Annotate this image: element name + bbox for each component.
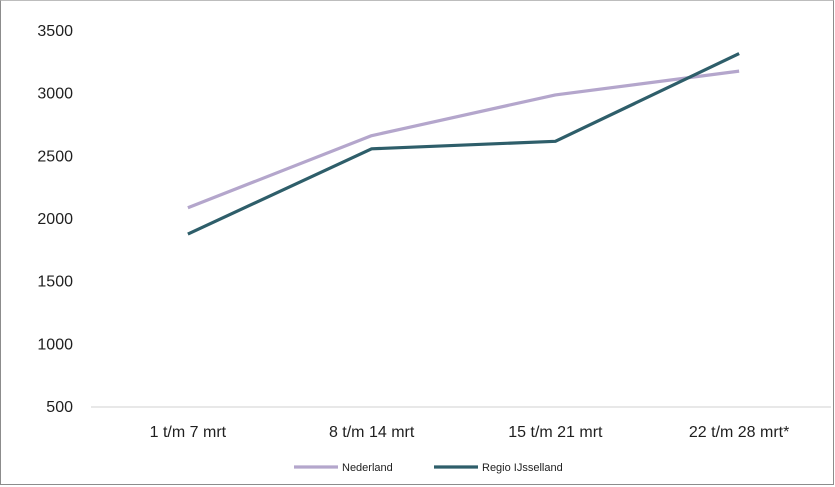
- x-tick-label: 1 t/m 7 mrt: [150, 424, 227, 441]
- series-line: [187, 52, 740, 236]
- y-tick-label: 3000: [37, 86, 73, 103]
- x-axis-ticks: 1 t/m 7 mrt 8 t/m 14 mrt 15 t/m 21 mrt 22 t…: [150, 424, 790, 441]
- y-tick-label: 500: [46, 399, 73, 416]
- x-tick-label: 15 t/m 21 mrt: [508, 424, 603, 441]
- series-lines: [187, 52, 740, 236]
- x-tick-label: 8 t/m 14 mrt: [329, 424, 415, 441]
- legend-item: Nederland: [294, 462, 393, 474]
- y-tick-label: 2500: [37, 148, 73, 165]
- legend-item: Regio IJsselland: [434, 462, 563, 474]
- y-tick-label: 2000: [37, 211, 73, 228]
- x-tick-label: 22 t/m 28 mrt*: [689, 424, 789, 441]
- y-tick-label: 3500: [37, 23, 73, 40]
- y-axis-ticks: 500 1000 1500 2000 2500 3000 3500: [37, 23, 73, 416]
- legend-label: Regio IJsselland: [482, 462, 563, 474]
- y-tick-label: 1500: [37, 274, 73, 291]
- series-line: [187, 69, 740, 210]
- legend: Nederland Regio IJsselland: [294, 462, 563, 474]
- legend-label: Nederland: [342, 462, 393, 474]
- y-tick-label: 1000: [37, 336, 73, 353]
